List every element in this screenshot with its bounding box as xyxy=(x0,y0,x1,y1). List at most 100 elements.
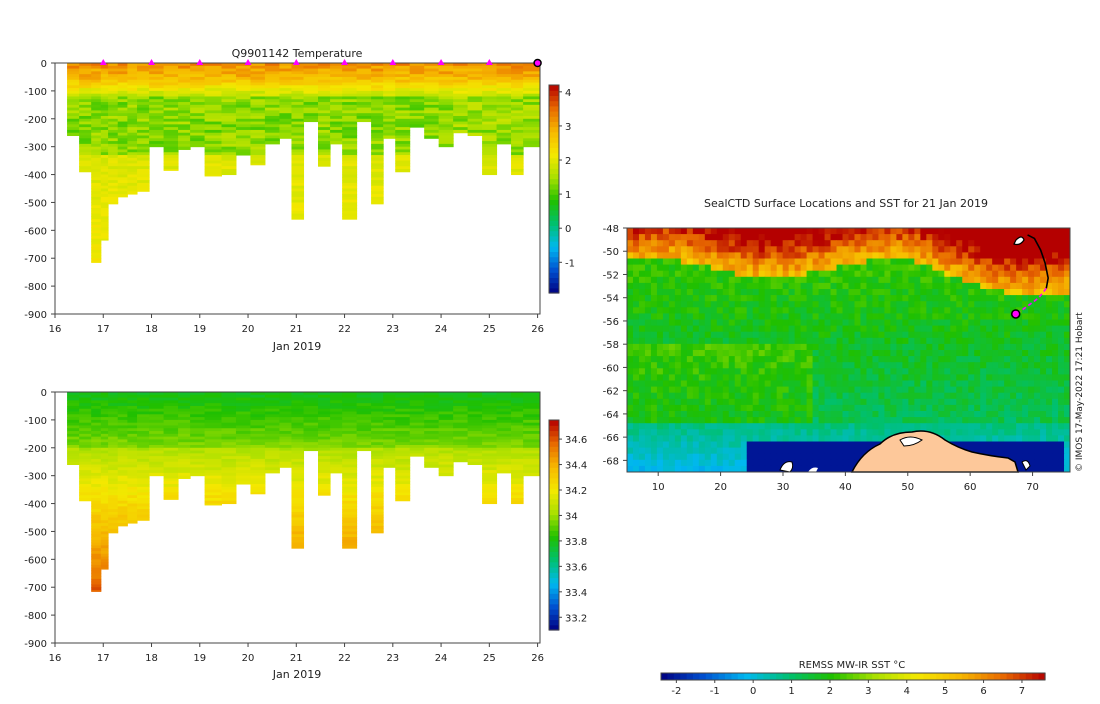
sst-cell xyxy=(819,259,825,266)
sst-cell xyxy=(980,356,986,363)
sst-cell xyxy=(801,271,807,278)
surface-location-marker xyxy=(196,59,203,65)
sst-cell xyxy=(1040,332,1046,339)
sst-cell xyxy=(902,362,908,369)
sst-cell xyxy=(1052,289,1058,296)
sst-cell xyxy=(908,277,914,284)
sst-cell xyxy=(789,277,795,284)
sst-cell xyxy=(980,252,986,259)
sst-cell xyxy=(962,228,968,235)
colorbar-swatch xyxy=(549,425,559,431)
sst-cell xyxy=(1010,265,1016,272)
sst-cell xyxy=(651,301,657,308)
sst-cell xyxy=(1004,381,1010,388)
sst-cell xyxy=(986,332,992,339)
sst-cell xyxy=(825,374,831,381)
sst-cell xyxy=(998,240,1004,247)
sst-cell xyxy=(896,368,902,375)
sst-cell xyxy=(735,381,741,388)
sst-cell xyxy=(735,307,741,314)
sst-cell xyxy=(753,368,759,375)
sst-cell xyxy=(723,301,729,308)
sst-cell xyxy=(687,338,693,345)
colorbar-swatch xyxy=(549,436,559,442)
surface-location-marker xyxy=(148,59,155,65)
sst-cell xyxy=(627,307,633,314)
sst-cell xyxy=(956,259,962,266)
sst-cell xyxy=(771,350,777,357)
y-tick-label: -900 xyxy=(24,639,47,650)
sst-cell xyxy=(645,387,651,394)
sst-cell xyxy=(753,332,759,339)
sst-cell xyxy=(878,301,884,308)
sst-cell xyxy=(920,320,926,327)
sst-cell xyxy=(944,295,950,302)
colorbar-swatch xyxy=(549,546,559,552)
sst-cell xyxy=(872,259,878,266)
sst-cell xyxy=(837,320,843,327)
y-tick-label: -200 xyxy=(24,444,47,455)
x-tick-label: 24 xyxy=(435,653,448,664)
sst-cell xyxy=(1034,313,1040,320)
sst-cell xyxy=(932,350,938,357)
sst-cell xyxy=(633,350,639,357)
sst-cell xyxy=(657,301,663,308)
sst-cell xyxy=(1058,387,1064,394)
sst-cell xyxy=(651,246,657,253)
sst-cell xyxy=(771,259,777,266)
sst-cell xyxy=(801,326,807,333)
sst-cell xyxy=(741,387,747,394)
sst-cell xyxy=(944,240,950,247)
sst-cell xyxy=(819,252,825,259)
sst-cell xyxy=(1058,307,1064,314)
sst-cell xyxy=(633,295,639,302)
sst-cell xyxy=(920,350,926,357)
sst-cell xyxy=(1058,271,1064,278)
sst-cell xyxy=(783,277,789,284)
sst-cell xyxy=(693,387,699,394)
sst-cell xyxy=(705,259,711,266)
sst-cell xyxy=(866,289,872,296)
sst-cell xyxy=(771,344,777,351)
sst-cell xyxy=(998,374,1004,381)
sst-cell xyxy=(968,228,974,235)
sst-cell xyxy=(801,289,807,296)
sst-cell xyxy=(687,252,693,259)
sst-cell xyxy=(789,283,795,290)
sst-cell xyxy=(920,368,926,375)
sst-cell xyxy=(681,387,687,394)
sst-cell xyxy=(860,326,866,333)
sst-cell xyxy=(849,234,855,241)
colorbar-tick-label: 33.6 xyxy=(565,562,587,573)
sst-cell xyxy=(693,338,699,345)
sst-cell xyxy=(765,399,771,406)
sst-cell xyxy=(1046,344,1052,351)
sst-cell xyxy=(843,240,849,247)
sst-cell xyxy=(872,234,878,241)
sst-cell xyxy=(699,381,705,388)
sst-cell xyxy=(1028,265,1034,272)
sst-cell xyxy=(837,295,843,302)
sst-cell xyxy=(974,271,980,278)
sst-cell xyxy=(1034,283,1040,290)
sst-cell xyxy=(1046,252,1052,259)
sst-cell xyxy=(1004,283,1010,290)
sst-cell xyxy=(914,393,920,400)
sst-cell xyxy=(627,356,633,363)
sst-cell xyxy=(663,387,669,394)
sst-cell xyxy=(974,344,980,351)
sst-cell xyxy=(771,374,777,381)
sst-cell xyxy=(705,301,711,308)
sst-cell xyxy=(657,393,663,400)
sst-cell xyxy=(759,271,765,278)
sst-cell xyxy=(627,338,633,345)
profile-cell xyxy=(410,453,425,456)
sst-cell xyxy=(878,289,884,296)
sst-cell xyxy=(908,228,914,235)
sst-cell xyxy=(687,332,693,339)
sst-cell xyxy=(645,320,651,327)
sst-cell xyxy=(974,374,980,381)
sst-cell xyxy=(783,338,789,345)
sst-cell xyxy=(908,362,914,369)
